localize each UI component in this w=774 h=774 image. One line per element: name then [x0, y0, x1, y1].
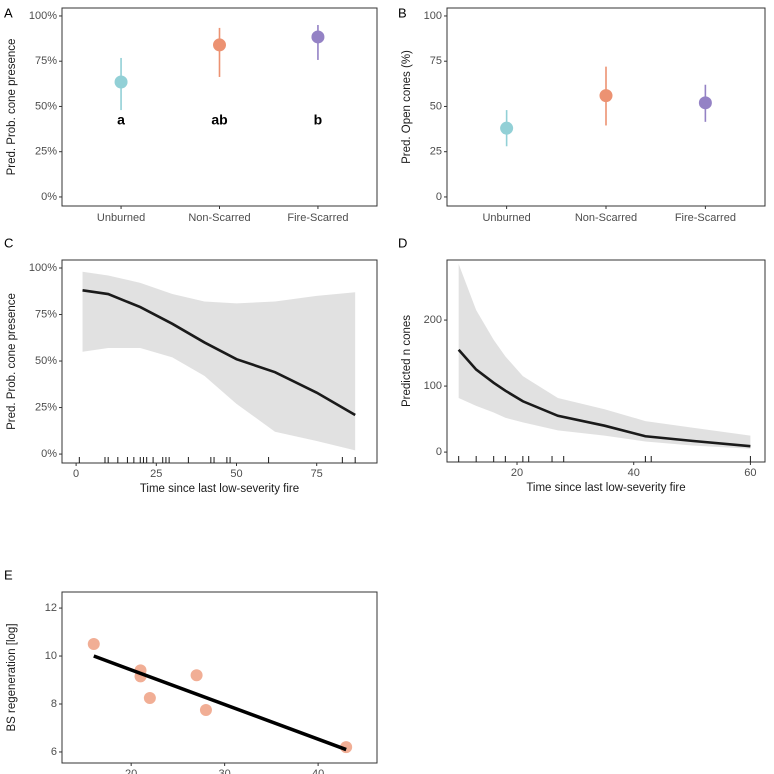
y-tick-label: 50: [430, 100, 442, 112]
point: [698, 96, 712, 110]
y-tick-label: 0%: [41, 191, 57, 203]
x-tick-label: 20: [511, 467, 523, 479]
y-tick-label: 25: [430, 146, 442, 158]
y-tick-label: 75%: [35, 55, 57, 67]
y-tick-label: 0: [436, 191, 442, 203]
y-tick-label: 12: [45, 602, 57, 614]
significance-letter: ab: [211, 112, 227, 128]
x-tick-label: 40: [628, 467, 640, 479]
y-axis-label: Pred. Open cones (%): [401, 50, 413, 164]
point: [143, 692, 156, 705]
point: [500, 121, 514, 135]
point: [87, 638, 100, 651]
y-tick-label: 0%: [41, 448, 57, 460]
y-tick-label: 8: [51, 698, 57, 710]
y-tick-label: 50%: [35, 355, 57, 367]
x-tick-label: 40: [312, 768, 324, 774]
panel-label: B: [398, 5, 407, 20]
line: [82, 289, 356, 417]
y-tick-label: 6: [51, 746, 57, 758]
y-tick-label: 100%: [29, 10, 57, 22]
point: [311, 30, 325, 44]
point: [190, 669, 203, 682]
x-tick-label: Unburned: [97, 212, 145, 224]
x-tick-label: Fire-Scarred: [675, 212, 736, 224]
confidence-ribbon: [82, 271, 356, 451]
x-tick-label: Non-Scarred: [575, 212, 637, 224]
point: [199, 703, 212, 716]
y-axis-label: BS regeneration [log]: [6, 623, 18, 731]
y-tick-label: 75%: [35, 308, 57, 320]
panel-label: D: [398, 235, 407, 250]
y-tick-label: 0: [436, 446, 442, 458]
x-tick-label: 50: [230, 468, 242, 480]
x-tick-label: Non-Scarred: [188, 212, 250, 224]
significance-letter: b: [314, 112, 323, 128]
fit-line: [93, 654, 347, 752]
y-tick-label: 200: [424, 314, 442, 326]
y-tick-label: 100: [424, 10, 442, 22]
y-tick-label: 50%: [35, 100, 57, 112]
line: [457, 348, 751, 448]
panel-label: A: [4, 5, 13, 20]
x-tick-label: 0: [73, 468, 79, 480]
panel-label: E: [4, 567, 13, 582]
x-tick-label: 25: [150, 468, 162, 480]
y-axis-label: Predicted n cones: [401, 315, 413, 407]
y-tick-label: 25%: [35, 401, 57, 413]
y-tick-label: 100%: [29, 262, 57, 274]
x-axis-label: Time since last low-severity fire: [526, 482, 685, 494]
y-axis-label: Pred. Prob. cone presence: [6, 293, 18, 430]
point: [213, 38, 226, 52]
point: [599, 89, 613, 103]
y-tick-label: 25%: [35, 146, 57, 158]
x-tick-label: 20: [125, 768, 137, 774]
y-tick-label: 10: [45, 650, 57, 662]
x-tick-label: 75: [311, 468, 323, 480]
x-tick-label: 30: [219, 768, 231, 774]
confidence-ribbon: [458, 263, 751, 449]
y-tick-label: 100: [424, 380, 442, 392]
point: [114, 75, 128, 89]
x-tick-label: Fire-Scarred: [287, 212, 348, 224]
x-axis-label: Time since last low-severity fire: [140, 483, 299, 495]
panel-label: C: [4, 235, 13, 250]
panel: [61, 591, 378, 764]
y-axis-label: Pred. Prob. cone presence: [6, 39, 18, 176]
x-tick-label: Unburned: [482, 212, 530, 224]
y-tick-label: 75: [430, 55, 442, 67]
x-tick-label: 60: [744, 467, 756, 479]
significance-letter: a: [117, 112, 125, 128]
